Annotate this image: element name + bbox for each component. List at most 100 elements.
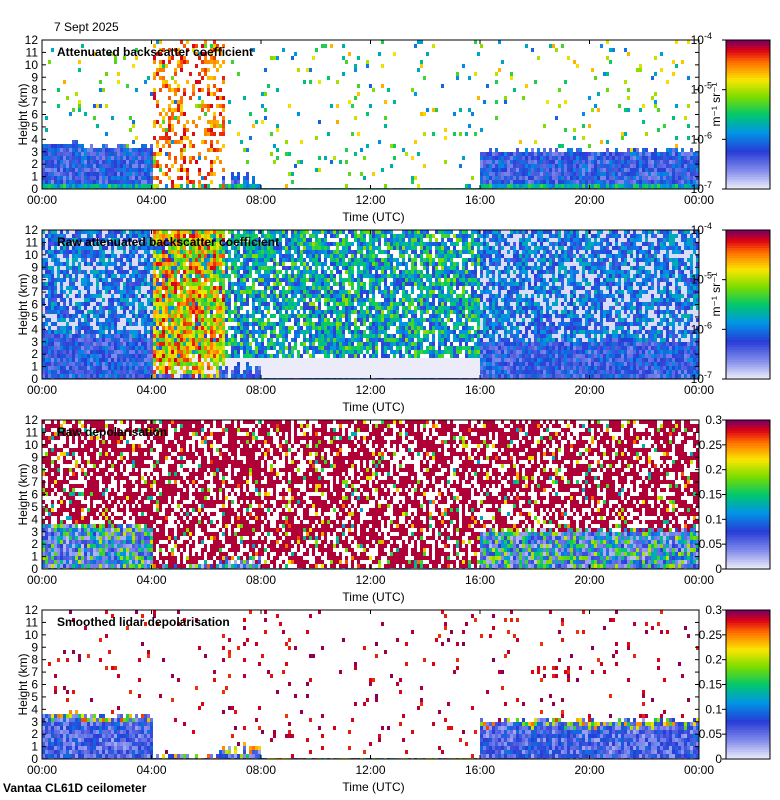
x-tick-label: 00:00 xyxy=(27,383,57,397)
colorbar-strip xyxy=(726,302,770,306)
colorbar-strip xyxy=(726,467,770,471)
colorbar-strip xyxy=(726,144,770,148)
colorbar-strip xyxy=(726,292,770,296)
panel-title: Raw attenuated backscatter coefficient xyxy=(57,235,279,249)
colorbar-strip xyxy=(726,331,770,335)
y-tick-label: 6 xyxy=(31,678,38,692)
x-tick-label: 08:00 xyxy=(246,193,276,207)
colorbar-tick-label: 0.05 xyxy=(699,727,723,741)
colorbar-strip xyxy=(726,64,770,68)
panel-title: Attenuated backscatter coefficient xyxy=(57,45,253,59)
colorbar-strip xyxy=(726,297,770,301)
y-tick-label: 1 xyxy=(31,550,38,564)
y-tick-label: 11 xyxy=(26,425,39,439)
colorbar-strip xyxy=(726,274,770,278)
y-tick-label: 8 xyxy=(31,273,38,287)
y-tick-label: 5 xyxy=(31,120,38,134)
colorbar-strip xyxy=(726,349,770,353)
colorbar-strip xyxy=(726,287,770,291)
colorbar-strip xyxy=(726,371,770,375)
y-tick-label: 11 xyxy=(26,235,39,249)
y-tick-label: 9 xyxy=(31,450,38,464)
colorbar-strip xyxy=(726,464,770,468)
colorbar-strip xyxy=(726,351,770,355)
colorbar-strip xyxy=(726,186,770,190)
colorbar-strip xyxy=(726,116,770,121)
colorbar-strip xyxy=(726,751,770,755)
colorbar-strip xyxy=(726,42,770,46)
x-tick-label: 12:00 xyxy=(355,193,385,207)
y-tick-label: 3 xyxy=(31,335,38,349)
y-tick-label: 2 xyxy=(31,537,38,551)
y-tick-label: 5 xyxy=(31,690,38,704)
colorbar-strip xyxy=(726,524,770,528)
colorbar-strip xyxy=(726,659,770,663)
x-tick-label: 00:00 xyxy=(684,573,714,587)
colorbar-strip xyxy=(726,457,770,461)
y-tick-label: 0 xyxy=(31,562,38,576)
colorbar-strip xyxy=(726,454,770,458)
colorbar-strip xyxy=(726,469,770,473)
colorbar-strip xyxy=(726,669,770,673)
colorbar-strip xyxy=(726,326,770,330)
colorbar-tick-label: 0.15 xyxy=(699,488,723,502)
colorbar-strip xyxy=(726,489,770,493)
colorbar-strip xyxy=(726,230,770,234)
colorbar-strip xyxy=(726,129,770,133)
colorbar-strip xyxy=(726,561,770,565)
colorbar-strip xyxy=(726,556,770,560)
colorbar-strip xyxy=(726,756,770,760)
colorbar-strip xyxy=(726,156,770,160)
colorbar-strip xyxy=(726,731,770,735)
colorbar-strip xyxy=(726,482,770,486)
colorbar-strip xyxy=(726,67,770,71)
colorbar-strip xyxy=(726,724,770,728)
colorbar-strip xyxy=(726,356,770,360)
colorbar-strip xyxy=(726,647,770,651)
colorbar-strip xyxy=(726,719,770,723)
colorbar-strip xyxy=(726,139,770,143)
x-tick-label: 00:00 xyxy=(27,573,57,587)
colorbar-strip xyxy=(726,366,770,370)
colorbar-strip xyxy=(726,704,770,708)
colorbar-tick-label: 0.1 xyxy=(705,702,722,716)
colorbar-strip xyxy=(726,721,770,725)
x-tick-label: 20:00 xyxy=(574,383,604,397)
colorbar-strip xyxy=(726,546,770,550)
colorbar-strip xyxy=(726,247,770,251)
y-tick-label: 5 xyxy=(31,310,38,324)
colorbar-strip xyxy=(726,639,770,643)
colorbar-strip xyxy=(726,679,770,683)
colorbar-strip xyxy=(726,324,770,328)
x-tick-label: 20:00 xyxy=(574,193,604,207)
colorbar-strip xyxy=(726,77,770,81)
x-axis-label: Time (UTC) xyxy=(342,400,404,414)
colorbar-strip xyxy=(726,709,770,713)
x-tick-label: 16:00 xyxy=(465,573,495,587)
colorbar-strip xyxy=(726,294,770,298)
x-tick-label: 20:00 xyxy=(574,573,604,587)
colorbar-tick-label: 10-6 xyxy=(691,130,712,146)
colorbar-strip xyxy=(726,462,770,466)
y-tick-label: 10 xyxy=(25,248,39,262)
y-tick-label: 8 xyxy=(31,653,38,667)
y-tick-label: 2 xyxy=(31,727,38,741)
colorbar-strip xyxy=(726,264,770,268)
colorbar-strip xyxy=(726,684,770,688)
colorbar-strip xyxy=(726,311,770,316)
heatmap-cells xyxy=(42,610,699,759)
x-tick-label: 00:00 xyxy=(27,763,57,777)
colorbar-strip xyxy=(726,339,770,343)
colorbar-strip xyxy=(726,420,770,424)
colorbar-strip xyxy=(726,749,770,753)
x-tick-label: 16:00 xyxy=(465,763,495,777)
colorbar-strip xyxy=(726,104,770,108)
heatmap-cells xyxy=(42,40,699,189)
colorbar-strip xyxy=(726,479,770,483)
colorbar-strip xyxy=(726,126,770,130)
colorbar-strip xyxy=(726,84,770,88)
colorbar-strip xyxy=(726,754,770,758)
colorbar-strip xyxy=(726,99,770,103)
